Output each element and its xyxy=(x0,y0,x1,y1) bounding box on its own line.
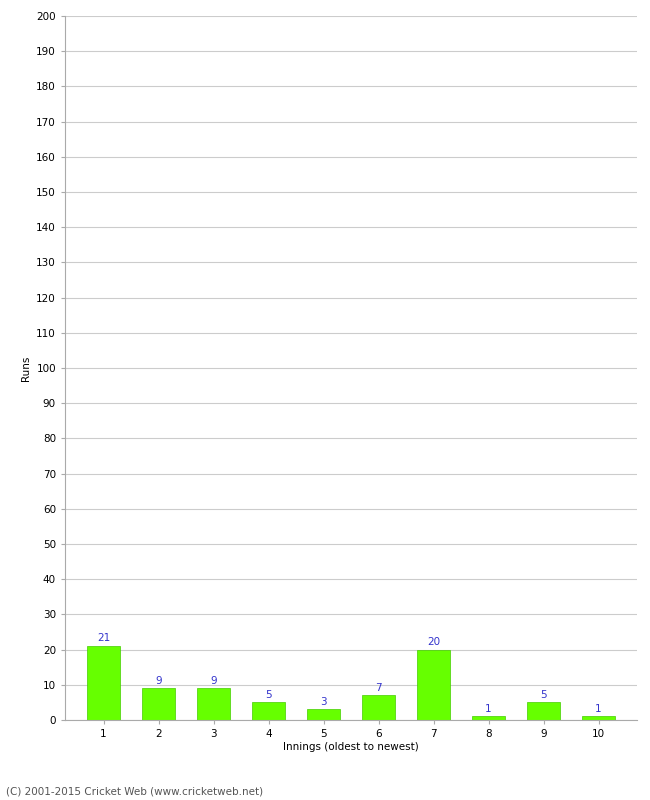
Text: 9: 9 xyxy=(210,675,217,686)
Bar xyxy=(142,688,175,720)
Bar xyxy=(87,646,120,720)
Text: (C) 2001-2015 Cricket Web (www.cricketweb.net): (C) 2001-2015 Cricket Web (www.cricketwe… xyxy=(6,786,264,796)
Text: 20: 20 xyxy=(427,637,440,646)
Y-axis label: Runs: Runs xyxy=(21,355,31,381)
Bar xyxy=(527,702,560,720)
Bar xyxy=(417,650,450,720)
X-axis label: Innings (oldest to newest): Innings (oldest to newest) xyxy=(283,742,419,752)
Text: 5: 5 xyxy=(265,690,272,699)
Text: 9: 9 xyxy=(155,675,162,686)
Text: 3: 3 xyxy=(320,697,327,706)
Bar xyxy=(252,702,285,720)
Text: 1: 1 xyxy=(595,704,602,714)
Bar xyxy=(582,717,615,720)
Bar xyxy=(472,717,505,720)
Text: 5: 5 xyxy=(540,690,547,699)
Text: 21: 21 xyxy=(97,634,110,643)
Bar xyxy=(197,688,230,720)
Bar xyxy=(362,695,395,720)
Text: 7: 7 xyxy=(375,682,382,693)
Text: 1: 1 xyxy=(485,704,492,714)
Bar xyxy=(307,710,340,720)
